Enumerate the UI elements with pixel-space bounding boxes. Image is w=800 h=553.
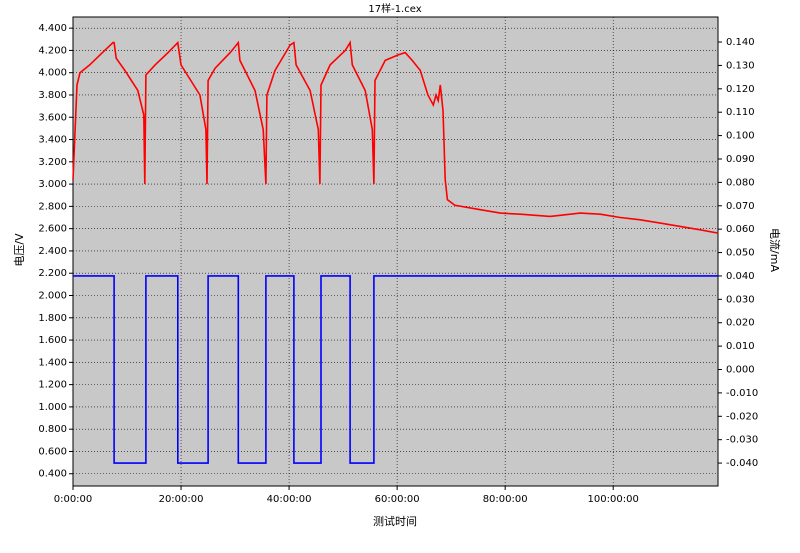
y-tick-label: 1.800 <box>38 313 67 324</box>
y-tick-label: 4.200 <box>38 45 67 56</box>
y2-tick-label: 0.070 <box>726 201 755 212</box>
y-tick-label: 2.400 <box>38 246 67 257</box>
y-tick-label: 0.600 <box>38 446 67 457</box>
plot-area <box>72 16 719 487</box>
x-tick-label: 100:00:00 <box>588 494 639 505</box>
y2-tick-label: 0.060 <box>726 224 755 235</box>
x-tick-label: 40:00:00 <box>267 494 312 505</box>
y2-tick-label: -0.020 <box>726 411 758 422</box>
y-tick-label: 1.200 <box>38 380 67 391</box>
y-tick-label: 3.000 <box>38 179 67 190</box>
y-tick-label: 0.400 <box>38 469 67 480</box>
data-line <box>72 40 719 234</box>
y-tick-label: 2.000 <box>38 291 67 302</box>
y-tick-label: 2.600 <box>38 224 67 235</box>
y2-tick-label: 0.040 <box>726 271 755 282</box>
y2-tick-label: 0.030 <box>726 294 755 305</box>
chart-title: 17样-1.cex <box>368 2 421 15</box>
y2-tick-label: 0.140 <box>726 37 755 48</box>
y-tick-label: 1.400 <box>38 357 67 368</box>
y2-tick-label: 0.010 <box>726 341 755 352</box>
y2-tick-label: 0.000 <box>726 365 755 376</box>
y-tick-label: 4.400 <box>38 23 67 34</box>
y2-tick-label: 0.090 <box>726 154 755 165</box>
y2-tick-label: 0.110 <box>726 107 755 118</box>
x-tick-label: 0:00:00 <box>54 494 93 505</box>
y-tick-label: 3.200 <box>38 157 67 168</box>
y2-tick-label: -0.010 <box>726 388 758 399</box>
x-axis-label: 测试时间 <box>373 515 417 528</box>
x-tick-label: 20:00:00 <box>159 494 204 505</box>
y2-tick-label: 0.120 <box>726 84 755 95</box>
data-line <box>73 275 718 464</box>
y-tick-label: 3.600 <box>38 112 67 123</box>
y-tick-label: 2.800 <box>38 201 67 212</box>
y-tick-label: 3.400 <box>38 135 67 146</box>
y2-tick-label: -0.030 <box>726 435 758 446</box>
y-tick-label: 1.600 <box>38 335 67 346</box>
y2-tick-label: 0.050 <box>726 248 755 259</box>
y-tick-label: 2.200 <box>38 268 67 279</box>
y2-tick-label: 0.130 <box>726 60 755 71</box>
y-tick-label: 4.000 <box>38 68 67 79</box>
x-tick-label: 80:00:00 <box>483 494 528 505</box>
x-tick-label: 60:00:00 <box>375 494 420 505</box>
y2-tick-label: 0.100 <box>726 131 755 142</box>
y2-tick-label: 0.080 <box>726 177 755 188</box>
y-tick-label: 3.800 <box>38 90 67 101</box>
y-axis-label: 电压/V <box>13 233 26 267</box>
y2-tick-label: -0.040 <box>726 458 758 469</box>
y2-tick-label: 0.020 <box>726 318 755 329</box>
y2-axis-label: 电流/mA <box>768 228 782 272</box>
y-tick-label: 1.000 <box>38 402 67 413</box>
y-tick-label: 0.800 <box>38 424 67 435</box>
